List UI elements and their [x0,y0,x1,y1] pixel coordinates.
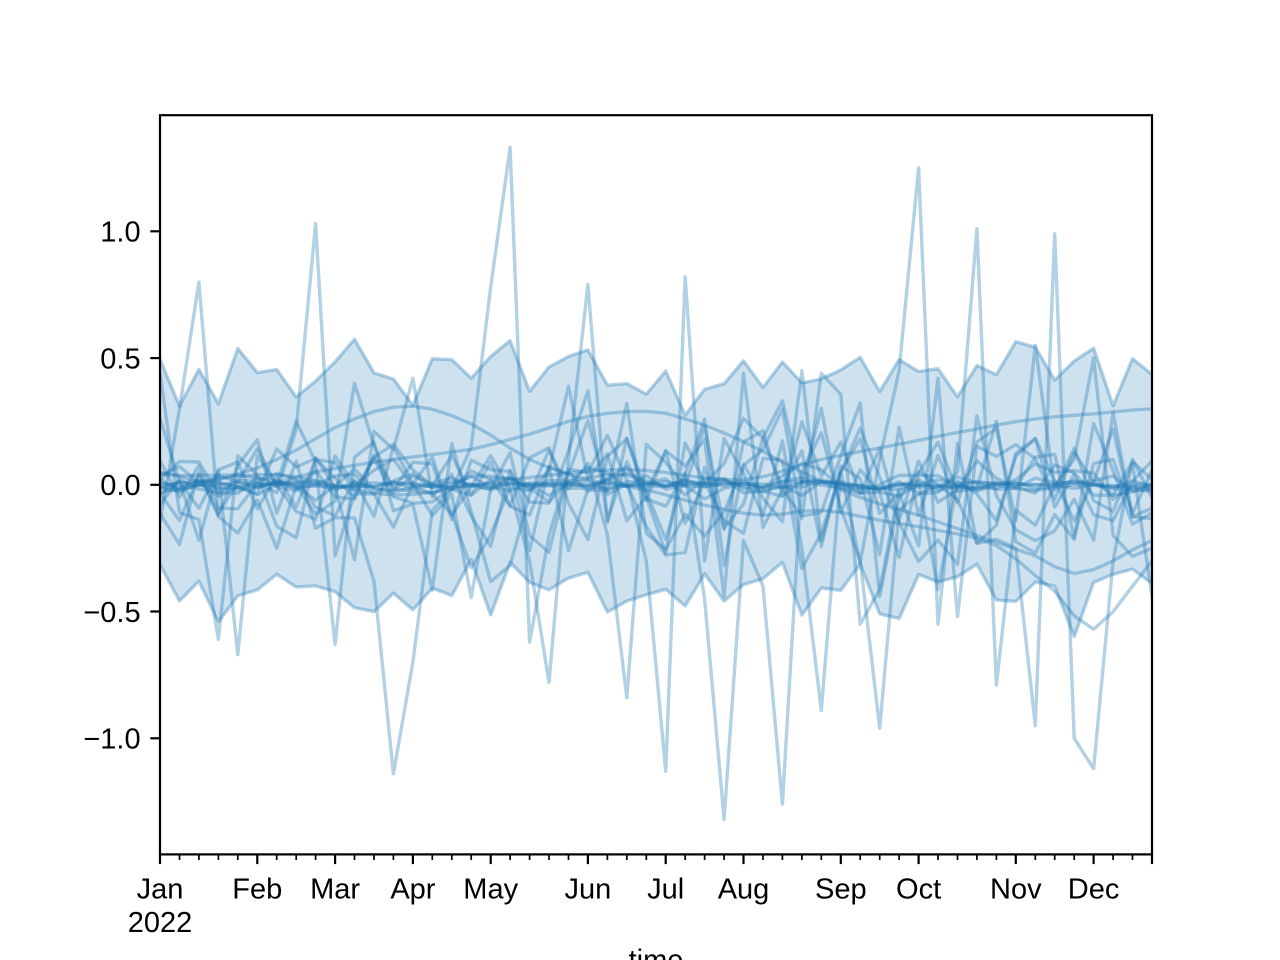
svg-text:Jun: Jun [565,873,612,905]
svg-text:2022: 2022 [128,907,193,939]
svg-text:Aug: Aug [718,873,770,905]
svg-text:Jul: Jul [647,873,684,905]
svg-text:Dec: Dec [1068,873,1120,905]
svg-text:0.5: 0.5 [100,343,140,375]
svg-text:Jan: Jan [137,873,184,905]
svg-text:Mar: Mar [310,873,360,905]
svg-text:−0.5: −0.5 [83,597,140,629]
svg-text:Feb: Feb [232,873,282,905]
svg-text:0.0: 0.0 [100,470,140,502]
svg-text:Oct: Oct [896,873,941,905]
svg-text:Nov: Nov [990,873,1042,905]
svg-text:Sep: Sep [815,873,867,905]
svg-text:−1.0: −1.0 [83,724,140,756]
svg-text:time: time [629,944,684,960]
svg-text:1.0: 1.0 [100,217,140,249]
svg-text:Apr: Apr [390,873,435,905]
svg-text:May: May [463,873,518,905]
